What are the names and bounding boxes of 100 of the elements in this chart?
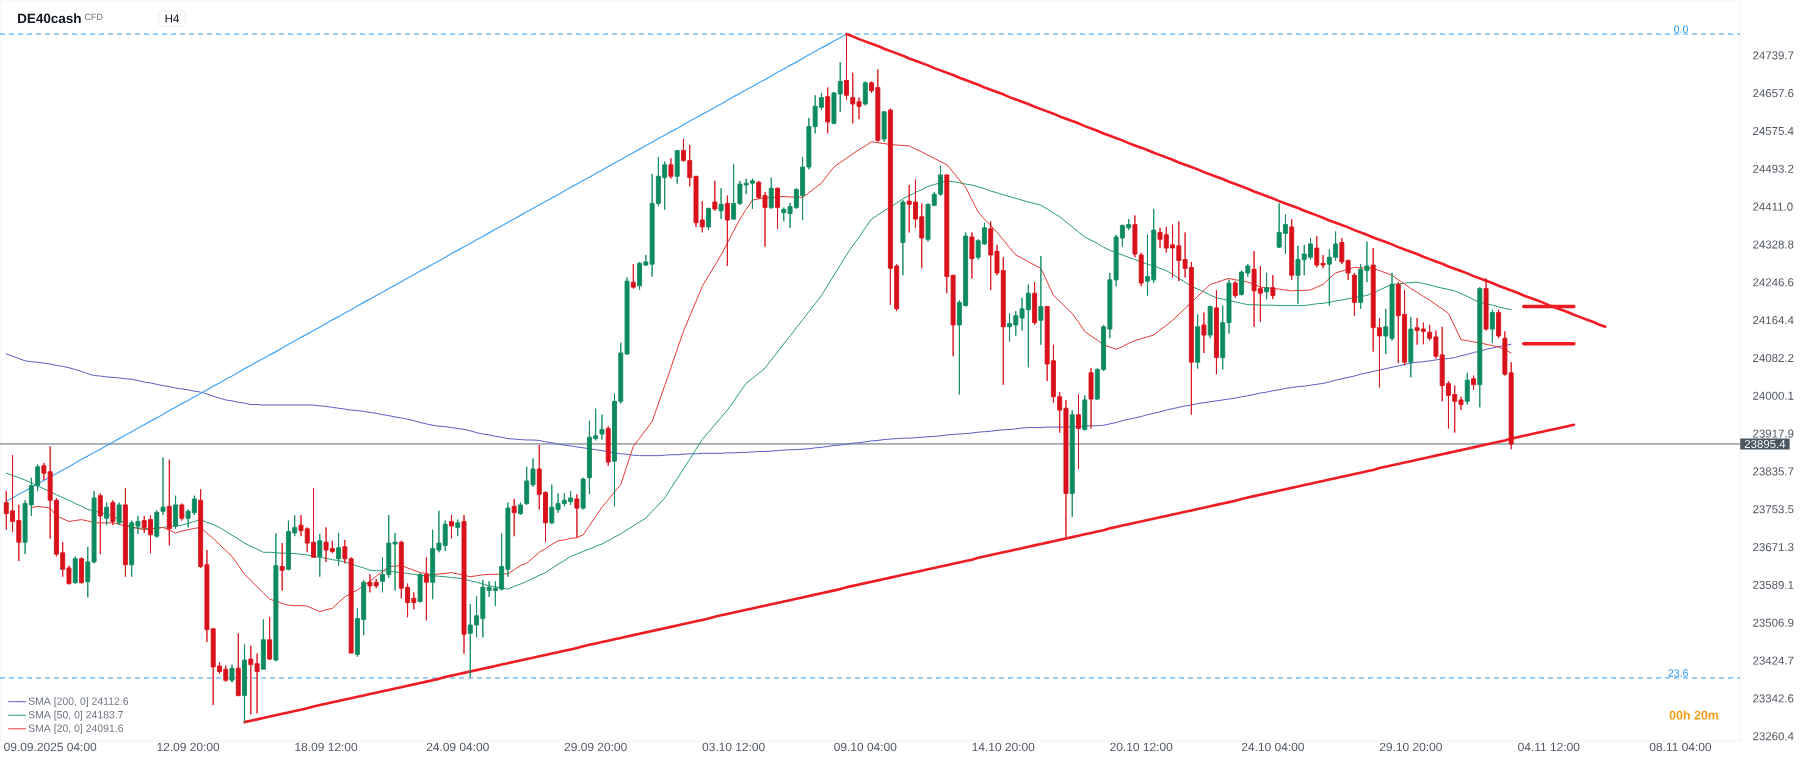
candlestick [1213, 289, 1219, 375]
candlestick [79, 556, 84, 585]
x-tick-label: 20.10 12:00 [1110, 742, 1173, 752]
y-tick-label: 24328.8 [1753, 240, 1794, 249]
x-tick-label: 18.09 12:00 [295, 742, 358, 752]
candlestick [1032, 281, 1038, 326]
candlestick [72, 555, 78, 585]
candlestick [1069, 409, 1075, 518]
legend-label: SMA [200, 0] 24112.6 [28, 697, 129, 707]
ref-line-label: 23895.4 [1744, 439, 1786, 448]
candlestick [1483, 278, 1489, 331]
candlestick [969, 231, 975, 279]
candlestick [1408, 316, 1414, 378]
candlestick [160, 457, 166, 516]
candlestick [317, 533, 323, 578]
y-tick-label: 23260.4 [1753, 732, 1794, 741]
candlestick [674, 150, 680, 185]
candlestick [461, 514, 467, 654]
candlestick [630, 263, 636, 290]
candlestick [110, 499, 116, 526]
y-tick-label: 23671.3 [1753, 543, 1794, 552]
candlestick [173, 495, 179, 530]
candlestick [900, 199, 906, 276]
candlestick [235, 632, 241, 697]
x-tick-label: 03.10 12:00 [702, 742, 765, 752]
candlestick [511, 498, 517, 537]
candlestick [1496, 309, 1502, 339]
candlestick [712, 180, 718, 212]
candlestick [1232, 280, 1238, 299]
y-tick-label: 23753.5 [1753, 505, 1794, 514]
candlestick [279, 542, 285, 591]
candlestick [417, 573, 423, 603]
y-tick-label: 24739.7 [1753, 51, 1794, 60]
candlestick [423, 556, 429, 621]
candlestick [1270, 274, 1276, 300]
x-tick-label: 24.09 04:00 [426, 742, 489, 752]
candlestick [1207, 305, 1213, 339]
y-tick-label: 23506.9 [1753, 618, 1794, 627]
y-tick-label: 24164.4 [1753, 316, 1794, 325]
candlestick [122, 487, 128, 578]
y-tick-label: 23917.9 [1753, 429, 1794, 438]
candlestick [260, 619, 266, 670]
candlestick [97, 492, 103, 555]
candlestick [862, 81, 868, 106]
annotation: 23.6 [1668, 669, 1688, 677]
candlestick [706, 207, 712, 231]
candlestick [455, 519, 461, 537]
y-tick-label: 23835.7 [1753, 467, 1794, 476]
annotation: 0.0 [1674, 25, 1688, 33]
x-tick-label: 08.11 04:00 [1649, 742, 1712, 752]
candlestick [267, 616, 273, 661]
candlestick [768, 177, 774, 210]
candlestick [1489, 309, 1495, 344]
y-tick-label: 24657.6 [1753, 89, 1794, 98]
legend-label: SMA [20, 0] 24091.6 [28, 724, 124, 735]
x-tick-label: 09.10 04:00 [834, 742, 897, 752]
candlestick [574, 493, 580, 539]
candlestick [104, 502, 110, 526]
x-tick-label: 29.09 20:00 [564, 742, 627, 752]
candlestick [668, 157, 674, 180]
y-tick-label: 24000.1 [1753, 391, 1794, 400]
y-tick-label: 23342.6 [1753, 694, 1794, 703]
candlestick [881, 110, 887, 143]
x-tick-label: 24.10 04:00 [1241, 742, 1304, 752]
y-tick-label: 23424.7 [1753, 656, 1794, 665]
candlestick [1088, 367, 1094, 429]
candlestick [1076, 393, 1081, 470]
candlestick [242, 643, 247, 723]
candlestick [273, 532, 279, 662]
x-tick-label: 12.09 20:00 [157, 742, 220, 752]
candlestick [844, 33, 849, 101]
candlestick [1264, 272, 1270, 300]
candlestick [229, 664, 235, 683]
x-tick-label: 29.10 20:00 [1379, 742, 1442, 752]
candlestick [724, 195, 730, 267]
candlestick [1038, 255, 1044, 346]
candlestick [1201, 312, 1207, 354]
annotation: H4 [165, 14, 179, 23]
candlestick [179, 503, 185, 521]
candlestick [605, 425, 611, 467]
candlestick [154, 509, 160, 539]
x-tick-label: 09.09.2025 04:00 [4, 742, 97, 752]
text: DE40cash [18, 13, 81, 24]
candlestick [1477, 286, 1483, 408]
candlestick [1464, 372, 1470, 405]
candlestick [517, 502, 523, 516]
y-tick-label: 24493.2 [1753, 164, 1794, 173]
candlestick [775, 186, 780, 230]
candlestick [336, 532, 342, 567]
y-tick-label: 24411.0 [1753, 202, 1793, 211]
y-tick-label: 23589.1 [1753, 580, 1794, 589]
x-tick-label: 14.10 20:00 [972, 742, 1035, 752]
candlestick [1351, 272, 1357, 317]
y-tick-label: 24246.6 [1753, 278, 1794, 287]
candlestick [825, 86, 831, 134]
text: CFD [84, 13, 103, 21]
candlestick [580, 477, 586, 510]
y-tick-label: 24082.2 [1753, 353, 1794, 363]
candlestick [166, 459, 172, 546]
candlestick [718, 187, 724, 220]
